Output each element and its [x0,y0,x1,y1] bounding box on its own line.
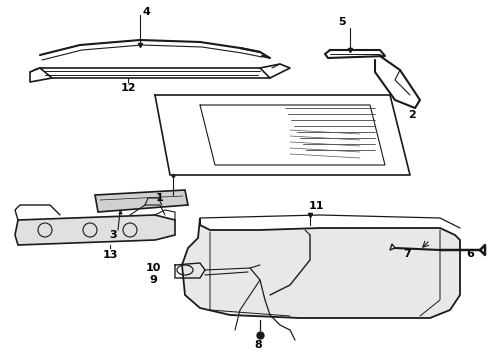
Text: 4: 4 [142,7,150,17]
Polygon shape [95,190,188,212]
Text: 8: 8 [254,340,262,350]
Polygon shape [15,215,175,245]
Polygon shape [182,218,460,318]
Text: 2: 2 [408,110,416,120]
Text: 10: 10 [146,263,161,273]
Text: 1: 1 [156,193,164,203]
Text: 12: 12 [120,83,136,93]
Text: 11: 11 [308,201,324,211]
Text: 5: 5 [338,17,346,27]
Text: 7: 7 [403,249,411,259]
Text: 9: 9 [149,275,157,285]
Text: 3: 3 [109,230,117,240]
Text: 6: 6 [466,249,474,259]
Text: 13: 13 [102,250,118,260]
